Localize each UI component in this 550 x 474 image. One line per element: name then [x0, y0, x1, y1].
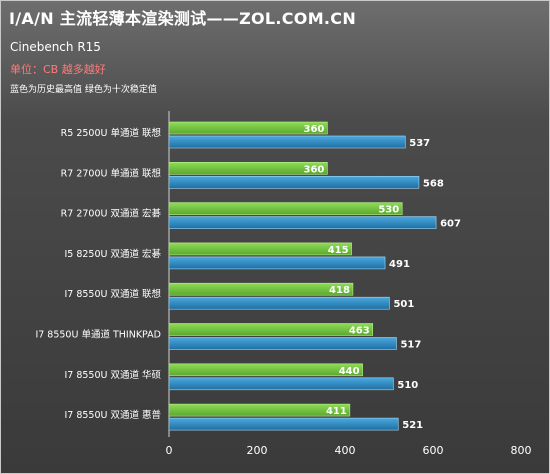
x-tick-label: 200 — [247, 444, 268, 457]
value-label-peak: 521 — [402, 420, 423, 431]
category-label: I7 8550U 单通道 THINKPAD — [35, 329, 161, 341]
category-label: R5 2500U 单通道 联想 — [61, 127, 162, 139]
value-label-peak: 537 — [409, 138, 430, 149]
value-label-peak: 491 — [389, 259, 410, 270]
x-tick-label: 400 — [335, 444, 356, 457]
bar-stable — [168, 162, 328, 175]
bar-stable — [168, 323, 374, 336]
value-label-stable: 360 — [304, 124, 325, 135]
bar-stable — [168, 403, 351, 417]
x-tick-label: 600 — [423, 444, 444, 457]
value-label-stable: 415 — [328, 245, 349, 256]
category-label: I7 8550U 双通道 联想 — [64, 288, 161, 300]
value-label-stable: 411 — [326, 406, 347, 417]
chart-title: I/A/N 主流轻薄本渲染测试——ZOL.COM.CN — [9, 9, 357, 28]
value-label-peak: 517 — [400, 340, 421, 351]
bar-stable — [168, 363, 363, 377]
category-label: I7 8550U 双通道 华硕 — [64, 369, 161, 381]
chart-subtitle: Cinebench R15 — [10, 40, 101, 54]
category-label: I7 8550U 双通道 惠普 — [64, 409, 161, 421]
bar-peak — [168, 135, 406, 149]
value-label-stable: 440 — [339, 366, 360, 377]
bar-stable — [168, 242, 352, 256]
bar-stable — [168, 202, 403, 215]
value-label-peak: 607 — [440, 219, 461, 230]
bar-stable — [168, 282, 354, 296]
bar-peak — [168, 417, 399, 431]
x-tick-label: 800 — [511, 444, 532, 457]
bar-peak — [168, 337, 397, 350]
x-tick-label: 0 — [166, 444, 173, 457]
color-note: 蓝色为历史最高值 绿色为十次稳定值 — [10, 85, 157, 95]
category-label: I5 8250U 双通道 宏碁 — [64, 248, 161, 260]
bar-peak — [168, 256, 386, 270]
bar-stable — [168, 121, 328, 135]
value-label-stable: 360 — [304, 164, 325, 175]
value-label-peak: 501 — [393, 299, 414, 310]
bar-peak — [168, 216, 437, 229]
value-label-stable: 418 — [329, 285, 350, 296]
bar-peak — [168, 296, 390, 310]
value-label-peak: 568 — [423, 178, 444, 189]
category-label: R7 2700U 单通道 联想 — [61, 167, 162, 179]
bar-peak — [168, 176, 420, 189]
unit-label: 单位：CB 越多越好 — [10, 63, 106, 76]
bar-peak — [168, 377, 394, 391]
category-label: R7 2700U 双通道 宏碁 — [61, 208, 162, 220]
value-label-stable: 463 — [349, 326, 370, 337]
value-label-stable: 530 — [378, 205, 399, 216]
value-label-peak: 510 — [397, 380, 418, 391]
